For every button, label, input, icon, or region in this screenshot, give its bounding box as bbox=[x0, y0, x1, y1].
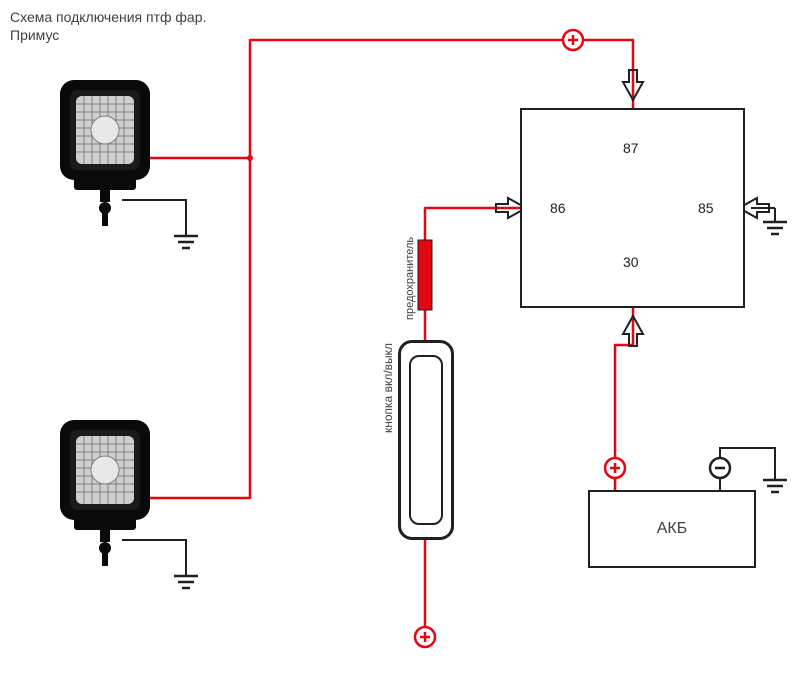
switch-label: кнопка вкл/выкл bbox=[381, 343, 395, 433]
relay-pin-30-label: 30 bbox=[623, 254, 639, 270]
minus-node-icon bbox=[710, 458, 730, 478]
ground-icon bbox=[174, 562, 198, 588]
relay-pin-87-label: 87 bbox=[623, 140, 639, 156]
fog-lamp-top-icon bbox=[60, 80, 150, 226]
relay-pin-86-label: 86 bbox=[550, 200, 566, 216]
ground-icon bbox=[174, 222, 198, 248]
plus-node-icon bbox=[605, 458, 625, 478]
plus-node-icon bbox=[415, 627, 435, 647]
fuse-icon bbox=[418, 240, 432, 310]
battery-label: АКБ bbox=[657, 520, 688, 538]
plus-node-icon bbox=[563, 30, 583, 50]
switch-inner: кнопка вкл/выкл bbox=[409, 355, 443, 525]
fuse-label: предохранитель bbox=[404, 237, 416, 320]
ground-icon bbox=[763, 466, 787, 492]
relay-pin-85-label: 85 bbox=[698, 200, 714, 216]
battery-box: АКБ bbox=[588, 490, 756, 568]
fog-lamp-bottom-icon bbox=[60, 420, 150, 566]
